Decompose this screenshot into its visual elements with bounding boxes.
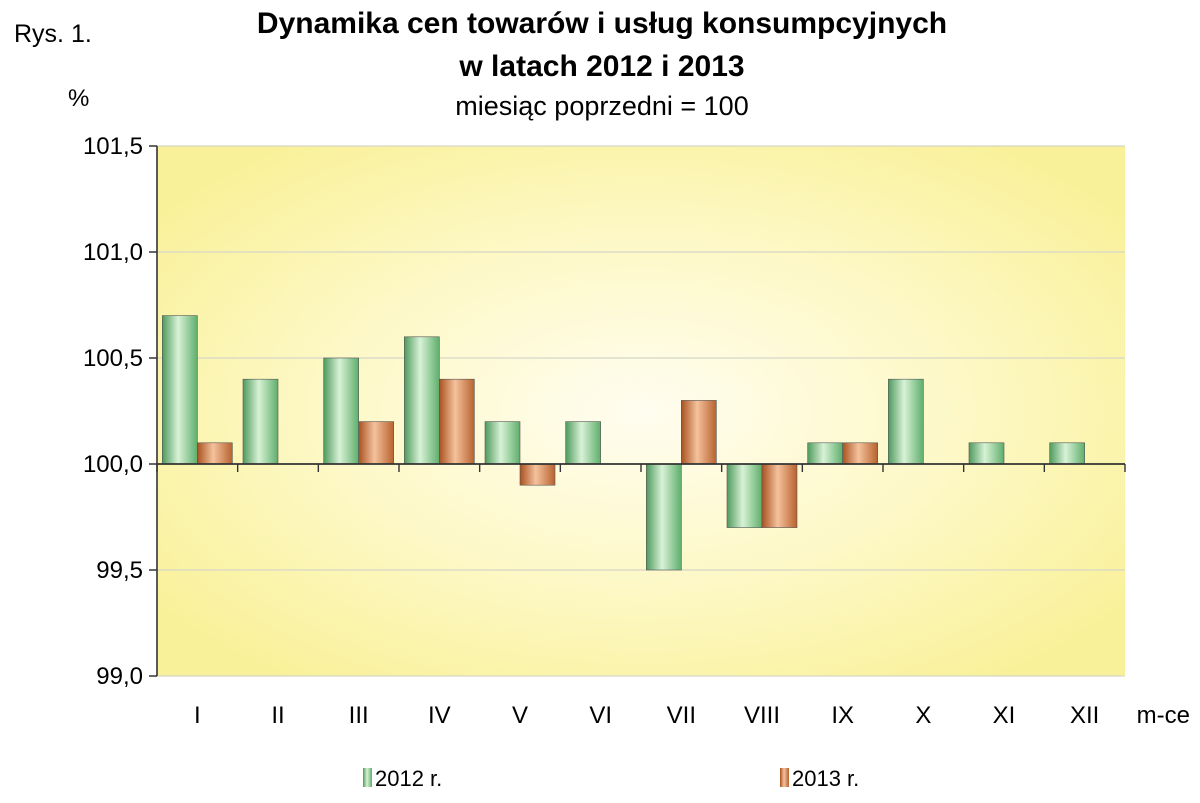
x-tick-label: V <box>512 702 528 729</box>
bar-2013-VII <box>681 400 717 465</box>
bar-2012-XII <box>1049 442 1085 465</box>
bar-2012-V <box>484 421 521 465</box>
y-tick-label: 100,5 <box>83 345 143 372</box>
gridlines <box>157 145 1125 677</box>
bar-2012-I <box>162 315 198 465</box>
bar-2012-X <box>888 378 924 465</box>
bar-2013-IV <box>439 378 475 465</box>
x-tick-label: X <box>915 702 931 729</box>
bar-2012-VI <box>565 421 601 465</box>
x-tick-label: VII <box>667 702 696 729</box>
bar-2013-IX <box>842 442 878 465</box>
bar-2013-III <box>358 421 394 465</box>
x-tick-label: XII <box>1070 702 1099 729</box>
bar-2012-III <box>323 357 359 465</box>
x-tick-label: II <box>271 702 284 729</box>
legend-label-2012: 2012 r. <box>375 766 442 791</box>
bar-2012-XI <box>968 442 1005 465</box>
chart-title-line2: w latach 2012 i 2013 <box>458 50 744 83</box>
bar-2012-VII <box>646 463 682 571</box>
y-tick-label: 101,0 <box>83 239 143 266</box>
x-axis-label: m-ce <box>1137 702 1190 729</box>
axes <box>149 145 1126 677</box>
bar-2012-IX <box>807 442 843 465</box>
bar-2013-V <box>519 463 556 486</box>
chart-subtitle: miesiąc poprzedni = 100 <box>455 91 748 121</box>
bar-2012-II <box>242 378 279 465</box>
bar-2013-I <box>197 442 233 465</box>
legend: 2012 r. 2013 r. <box>363 766 859 791</box>
x-tick-label: XI <box>993 702 1016 729</box>
y-tick-label: 99,5 <box>96 557 143 584</box>
legend-label-2013: 2013 r. <box>792 766 859 791</box>
y-tick-label: 101,5 <box>83 133 143 160</box>
x-tick-label: IV <box>428 702 451 729</box>
x-tick-label: I <box>194 702 201 729</box>
x-tick-label: VI <box>589 702 612 729</box>
figure-label: Rys. 1. <box>14 20 92 48</box>
y-axis-unit-label: % <box>68 85 89 112</box>
bar-2012-VIII <box>726 463 763 528</box>
plot-area <box>157 146 1125 676</box>
x-tick-label: IX <box>831 702 854 729</box>
y-tick-label: 100,0 <box>83 451 143 478</box>
legend-swatch-2013 <box>780 768 789 787</box>
bars <box>162 315 1085 571</box>
bar-2013-VIII <box>761 463 798 528</box>
chart-title-line1: Dynamika cen towarów i usług konsumpcyjn… <box>257 7 947 40</box>
bar-2012-IV <box>404 336 440 465</box>
y-tick-label: 99,0 <box>96 663 143 690</box>
legend-swatch-2012 <box>363 768 372 787</box>
x-tick-label: III <box>349 702 369 729</box>
x-tick-label: VIII <box>744 702 780 729</box>
